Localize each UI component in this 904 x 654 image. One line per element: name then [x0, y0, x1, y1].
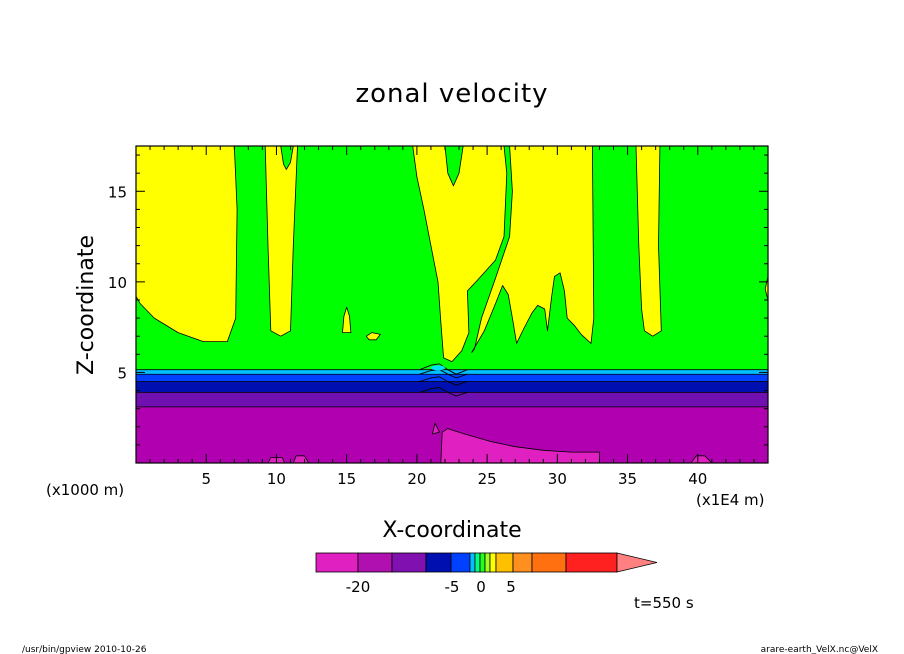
colorbar-swatch [565, 552, 618, 573]
colorbar-swatch [357, 552, 393, 573]
colorbar-label: 5 [506, 578, 516, 596]
colorbar-label: -5 [445, 578, 460, 596]
colorbar-swatch [495, 552, 514, 573]
colorbar-swatch [391, 552, 427, 573]
region-magenta-spot-21 [431, 422, 440, 435]
x-axis-ticks: 5 10 15 20 25 30 35 40 [149, 146, 755, 488]
x-tick-label: 40 [688, 470, 707, 488]
band-dark-blue [136, 381, 768, 393]
colorbar-swatch [469, 552, 476, 573]
y-tick-label: 10 [108, 274, 127, 292]
footer-right: arare-earth_VelX.nc@VelX [761, 645, 878, 654]
colorbar-swatch [479, 552, 486, 573]
chart-title: zonal velocity [355, 79, 548, 109]
x-tick-label: 35 [618, 470, 637, 488]
colorbar-labels: -20 -5 0 5 [346, 578, 516, 596]
region-yellow-right-mid [471, 146, 595, 353]
time-label: t=550 s [634, 594, 694, 612]
region-yellow-col-10 [264, 146, 298, 337]
band-purple [136, 392, 768, 407]
colorbar-swatch [489, 552, 497, 573]
x-unit-left: (x1000 m) [46, 481, 124, 499]
contour-wave [419, 376, 468, 386]
colorbar-extend [616, 552, 658, 573]
colorbar-swatch [531, 552, 567, 573]
region-magenta-spot-40 [690, 455, 713, 463]
colorbar-swatch [425, 552, 452, 573]
y-axis-ticks: 5 10 15 [108, 154, 768, 446]
colorbar-swatch [512, 552, 533, 573]
x-tick-label: 5 [201, 470, 211, 488]
x-tick-label: 10 [267, 470, 286, 488]
plot-frame [135, 145, 769, 464]
colorbar-swatch [474, 552, 481, 573]
x-tick-label: 30 [548, 470, 567, 488]
x-tick-label: 20 [407, 470, 426, 488]
footer-left: /usr/bin/gpview 2010-10-26 [22, 645, 147, 654]
region-yellow-left [136, 146, 238, 343]
colorbar-label: 0 [476, 578, 486, 596]
y-tick-label: 5 [117, 364, 127, 382]
colorbar [315, 552, 658, 573]
y-tick-label: 15 [108, 183, 127, 201]
plot-regions [136, 146, 768, 463]
colorbar-swatch [315, 552, 359, 573]
region-yellow-center [412, 146, 508, 363]
region-magenta-bright [440, 428, 600, 463]
contour-wave [419, 387, 468, 397]
colorbar-swatch [450, 552, 471, 573]
band-blue [136, 374, 768, 382]
region-yellow-small-15 [342, 306, 352, 334]
y-axis-label: Z-coordinate [74, 235, 99, 375]
cyan-bump [430, 365, 445, 371]
x-tick-label: 25 [478, 470, 497, 488]
x-tick-label: 15 [337, 470, 356, 488]
region-yellow-small-17 [365, 332, 381, 341]
colorbar-swatch [484, 552, 491, 573]
contour-bump [419, 363, 468, 397]
x-unit-right: (x1E4 m) [696, 491, 765, 509]
colorbar-label: -20 [346, 578, 371, 596]
x-axis-label: X-coordinate [382, 518, 521, 543]
contour-wave [419, 369, 468, 379]
region-yellow-right [635, 146, 662, 337]
